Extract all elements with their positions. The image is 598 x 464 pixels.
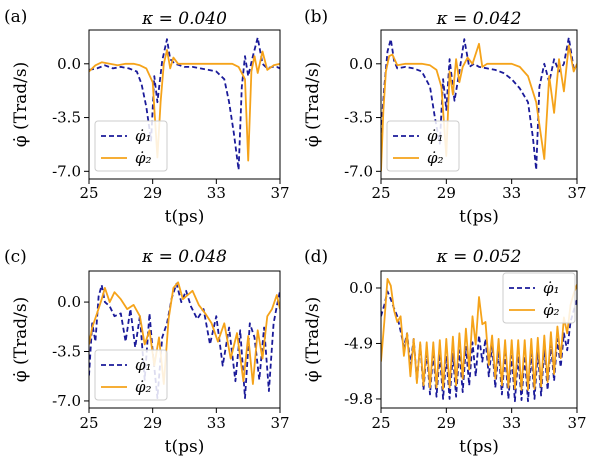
x-tick-label: 29 <box>437 414 456 432</box>
chart-title: κ = 0.042 <box>436 9 522 29</box>
y-tick-label: 0.0 <box>57 55 81 73</box>
legend-box <box>386 120 460 172</box>
chart-title: κ = 0.052 <box>436 247 522 267</box>
legend-label-1: φ̇₁ <box>135 127 152 145</box>
x-tick-label: 25 <box>79 414 98 432</box>
x-tick-label: 29 <box>437 184 456 202</box>
legend: φ̇₁ φ̇₂ <box>386 120 460 172</box>
y-tick-label: -9.8 <box>344 390 373 408</box>
x-axis-label: t(ps) <box>165 207 205 227</box>
series-group <box>89 36 280 171</box>
y-axis-label: φ̇ (Trad/s) <box>303 62 323 148</box>
legend: φ̇₁ φ̇₂ <box>94 349 168 401</box>
y-axis-label: φ̇ (Trad/s) <box>11 62 31 148</box>
legend-box <box>94 349 168 401</box>
panel-label: (c) <box>4 247 27 267</box>
x-axis-label: t(ps) <box>165 437 205 457</box>
legend-label-2: φ̇₂ <box>543 301 560 319</box>
series-line-1 <box>89 36 280 171</box>
panel-c: (c) κ = 0.048 25 29 33 37 0.0 -3.5 -7.0 t(ps) φ̇ (… <box>4 247 290 457</box>
legend-label-1: φ̇₁ <box>543 279 560 297</box>
y-tick-label: -3.5 <box>52 109 81 127</box>
x-tick-label: 25 <box>371 414 390 432</box>
x-axis-label: t(ps) <box>459 207 499 227</box>
legend-label-2: φ̇₂ <box>135 378 152 396</box>
panel-b: (b) κ = 0.042 25 29 33 37 0.0 -3.5 -7.0 t(ps) φ̇ (… <box>303 7 587 227</box>
x-tick-label: 37 <box>270 184 289 202</box>
series-line-2 <box>381 42 577 172</box>
series-group <box>381 36 577 172</box>
y-tick-label: -7.0 <box>344 162 373 180</box>
legend-label-2: φ̇₂ <box>135 149 152 167</box>
series-line-2 <box>89 281 280 385</box>
x-tick-label: 29 <box>143 414 162 432</box>
legend: φ̇₁ φ̇₂ <box>94 120 168 172</box>
x-tick-label: 33 <box>207 184 226 202</box>
x-tick-label: 25 <box>371 184 390 202</box>
legend: φ̇₁ φ̇₂ <box>502 272 576 324</box>
y-tick-label: -3.5 <box>52 343 81 361</box>
x-tick-label: 37 <box>270 414 289 432</box>
series-line-2 <box>89 49 280 162</box>
y-tick-label: -7.0 <box>52 162 81 180</box>
chart-title: κ = 0.040 <box>141 9 227 29</box>
plot-frame <box>88 270 281 409</box>
panel-d: (d) κ = 0.052 25 29 33 37 0.0 -4.9 -9.8 t(ps) φ̇ (… <box>303 247 587 457</box>
x-axis-label: t(ps) <box>459 437 499 457</box>
x-tick-label: 33 <box>207 414 226 432</box>
panel-label: (b) <box>304 7 328 27</box>
x-tick-label: 25 <box>79 184 98 202</box>
legend-label-1: φ̇₁ <box>427 127 444 145</box>
x-tick-label: 37 <box>567 414 586 432</box>
plot-frame <box>380 29 578 180</box>
panel-a: (a) κ = 0.040 25 29 33 37 0.0 -3.5 -7.0 t(ps) φ̇ (… <box>4 7 290 227</box>
chart-title: κ = 0.048 <box>141 247 227 267</box>
legend-box <box>502 272 576 324</box>
panel-label: (d) <box>304 247 328 267</box>
x-tick-label: 33 <box>502 414 521 432</box>
x-tick-label: 29 <box>143 184 162 202</box>
x-tick-label: 33 <box>502 184 521 202</box>
y-axis-label: φ̇ (Trad/s) <box>303 297 323 383</box>
y-tick-label: 0.0 <box>57 293 81 311</box>
plot-frame <box>380 270 578 409</box>
y-tick-label: 0.0 <box>349 55 373 73</box>
y-tick-label: -4.9 <box>344 334 373 352</box>
y-tick-label: -7.0 <box>52 392 81 410</box>
series-line-2 <box>381 278 577 391</box>
legend-box <box>94 120 168 172</box>
y-tick-label: -3.5 <box>344 109 373 127</box>
x-tick-label: 37 <box>567 184 586 202</box>
legend-label-2: φ̇₂ <box>427 149 444 167</box>
panel-label: (a) <box>4 7 27 27</box>
y-axis-label: φ̇ (Trad/s) <box>11 297 31 383</box>
plot-frame <box>88 29 281 180</box>
series-group <box>89 281 280 399</box>
y-tick-label: 0.0 <box>349 279 373 297</box>
series-group <box>381 278 577 403</box>
legend-label-1: φ̇₁ <box>135 356 152 374</box>
